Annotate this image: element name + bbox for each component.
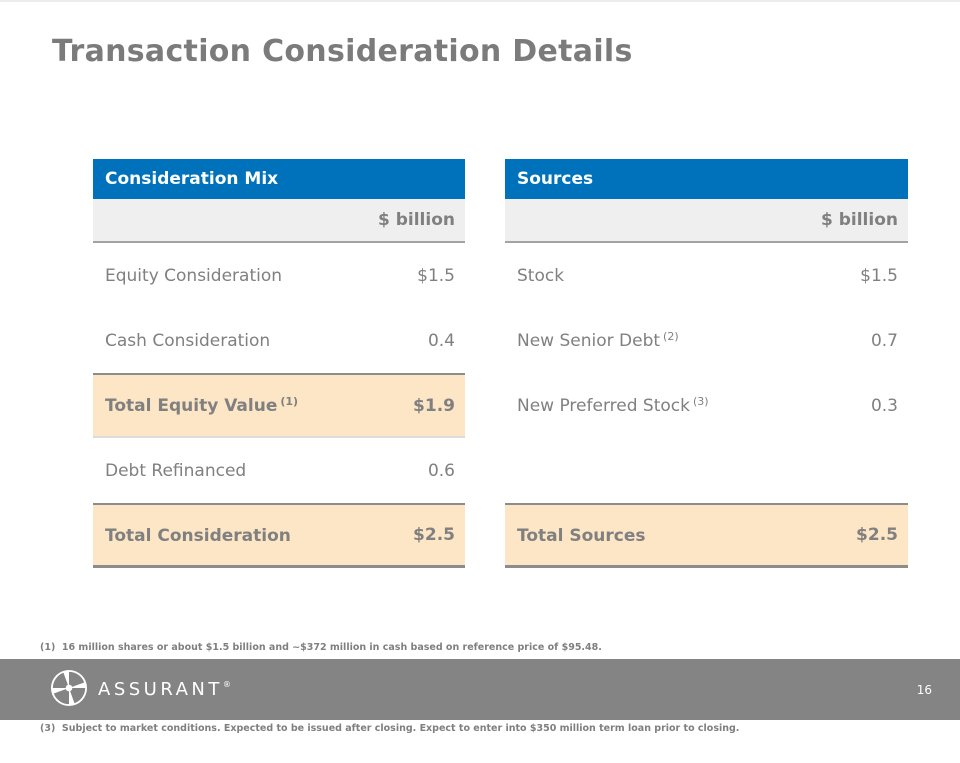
row-value: 0.3 <box>870 395 898 416</box>
assurant-logo: ASSURANT® <box>50 669 231 711</box>
row-value: 0.7 <box>870 330 898 351</box>
sources-table: Sources $ billion Stock $1.5 New Senior … <box>505 159 908 568</box>
row-label: Debt Refinanced <box>105 461 247 481</box>
table-row: New Preferred Stock (3) 0.3 <box>505 373 908 438</box>
row-value: $1.5 <box>860 265 898 286</box>
table-row: New Senior Debt (2) 0.7 <box>505 308 908 373</box>
row-label: Stock <box>517 266 565 286</box>
table-header: Sources <box>505 159 908 199</box>
row-value: $2.5 <box>856 525 898 545</box>
slide: Transaction Consideration Details Consid… <box>0 0 960 734</box>
table-header: Consideration Mix <box>93 159 465 199</box>
row-value: 0.6 <box>427 460 455 481</box>
footnote-1: (1) 16 million shares or about $1.5 bill… <box>40 642 602 653</box>
consideration-mix-table: Consideration Mix $ billion Equity Consi… <box>93 159 465 568</box>
page-number: 16 <box>916 682 932 697</box>
footnote-ref: (1) <box>280 395 299 408</box>
assurant-logo-icon <box>50 669 88 711</box>
unit-label: $ billion <box>505 199 908 243</box>
row-label: New Preferred Stock (3) <box>517 395 709 416</box>
table-row: Cash Consideration 0.4 <box>93 308 465 373</box>
row-value: $1.9 <box>413 395 455 416</box>
table-row-total-consideration: Total Consideration $2.5 <box>93 503 465 568</box>
row-label: Total Sources <box>517 525 646 546</box>
registered-mark: ® <box>222 680 231 689</box>
table-row: Equity Consideration $1.5 <box>93 243 465 308</box>
row-value: $2.5 <box>413 525 455 545</box>
table-row: Debt Refinanced 0.6 <box>93 438 465 503</box>
row-label: New Senior Debt (2) <box>517 330 679 351</box>
table-row-total-equity-value: Total Equity Value (1) $1.9 <box>93 373 465 438</box>
row-label: Equity Consideration <box>105 266 283 286</box>
row-label: Total Consideration <box>105 525 291 546</box>
footnote-3: (3) Subject to market conditions. Expect… <box>40 723 740 734</box>
unit-label: $ billion <box>93 199 465 243</box>
row-value: 0.4 <box>427 330 455 351</box>
page-title: Transaction Consideration Details <box>52 34 633 69</box>
table-row-spacer <box>505 438 908 503</box>
table-row-total-sources: Total Sources $2.5 <box>505 503 908 568</box>
table-row: Stock $1.5 <box>505 243 908 308</box>
footer-bar: ASSURANT® 16 <box>0 659 960 720</box>
footnote-ref: (3) <box>692 395 709 408</box>
row-label: Cash Consideration <box>105 331 271 351</box>
row-label: Total Equity Value (1) <box>105 395 299 416</box>
row-value: $1.5 <box>417 265 455 286</box>
footnote-ref: (2) <box>663 330 679 343</box>
brand-name: ASSURANT® <box>98 679 231 700</box>
